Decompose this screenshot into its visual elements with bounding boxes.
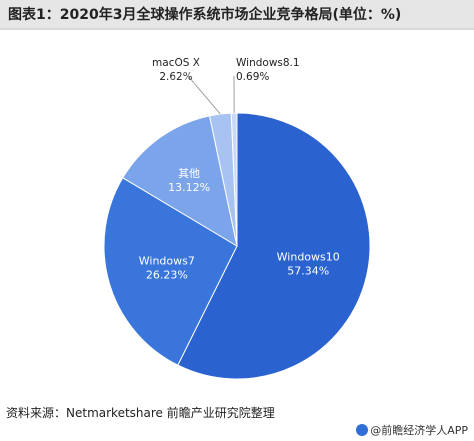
source-note: 资料来源：Netmarketshare 前瞻产业研究院整理 bbox=[6, 406, 275, 420]
slice-value-windows7: 26.23% bbox=[146, 269, 188, 282]
slice-value-macos-x: 2.62% bbox=[159, 71, 192, 83]
pie-slices bbox=[103, 112, 371, 380]
pie-slice-windows10 bbox=[177, 112, 371, 380]
slice-name-windows8-1: Windows8.1 bbox=[236, 57, 300, 69]
slice-name-windows7: Windows7 bbox=[139, 255, 195, 268]
brand-logo-icon bbox=[356, 424, 369, 436]
slice-value-other: 13.12% bbox=[168, 181, 210, 194]
brand-credit: @前瞻经济学人APP bbox=[356, 422, 468, 438]
brand-text: @前瞻经济学人APP bbox=[370, 424, 468, 437]
slice-name-other: 其他 bbox=[178, 167, 200, 180]
pie-slice-windows7 bbox=[103, 177, 238, 366]
slice-value-windows8-1: 0.69% bbox=[236, 71, 269, 83]
chart-title: 图表1：2020年3月全球操作系统市场企业竞争格局(单位：%) bbox=[0, 0, 474, 30]
slice-value-windows10: 57.34% bbox=[287, 265, 329, 278]
pie-slice-other bbox=[122, 115, 238, 248]
leader-lines bbox=[187, 75, 235, 115]
pie-slice-windows8-1 bbox=[230, 112, 238, 247]
leader-line-macos-x bbox=[187, 75, 221, 115]
slice-name-macos-x: macOS X bbox=[152, 57, 200, 69]
slice-name-windows10: Windows10 bbox=[277, 251, 340, 264]
